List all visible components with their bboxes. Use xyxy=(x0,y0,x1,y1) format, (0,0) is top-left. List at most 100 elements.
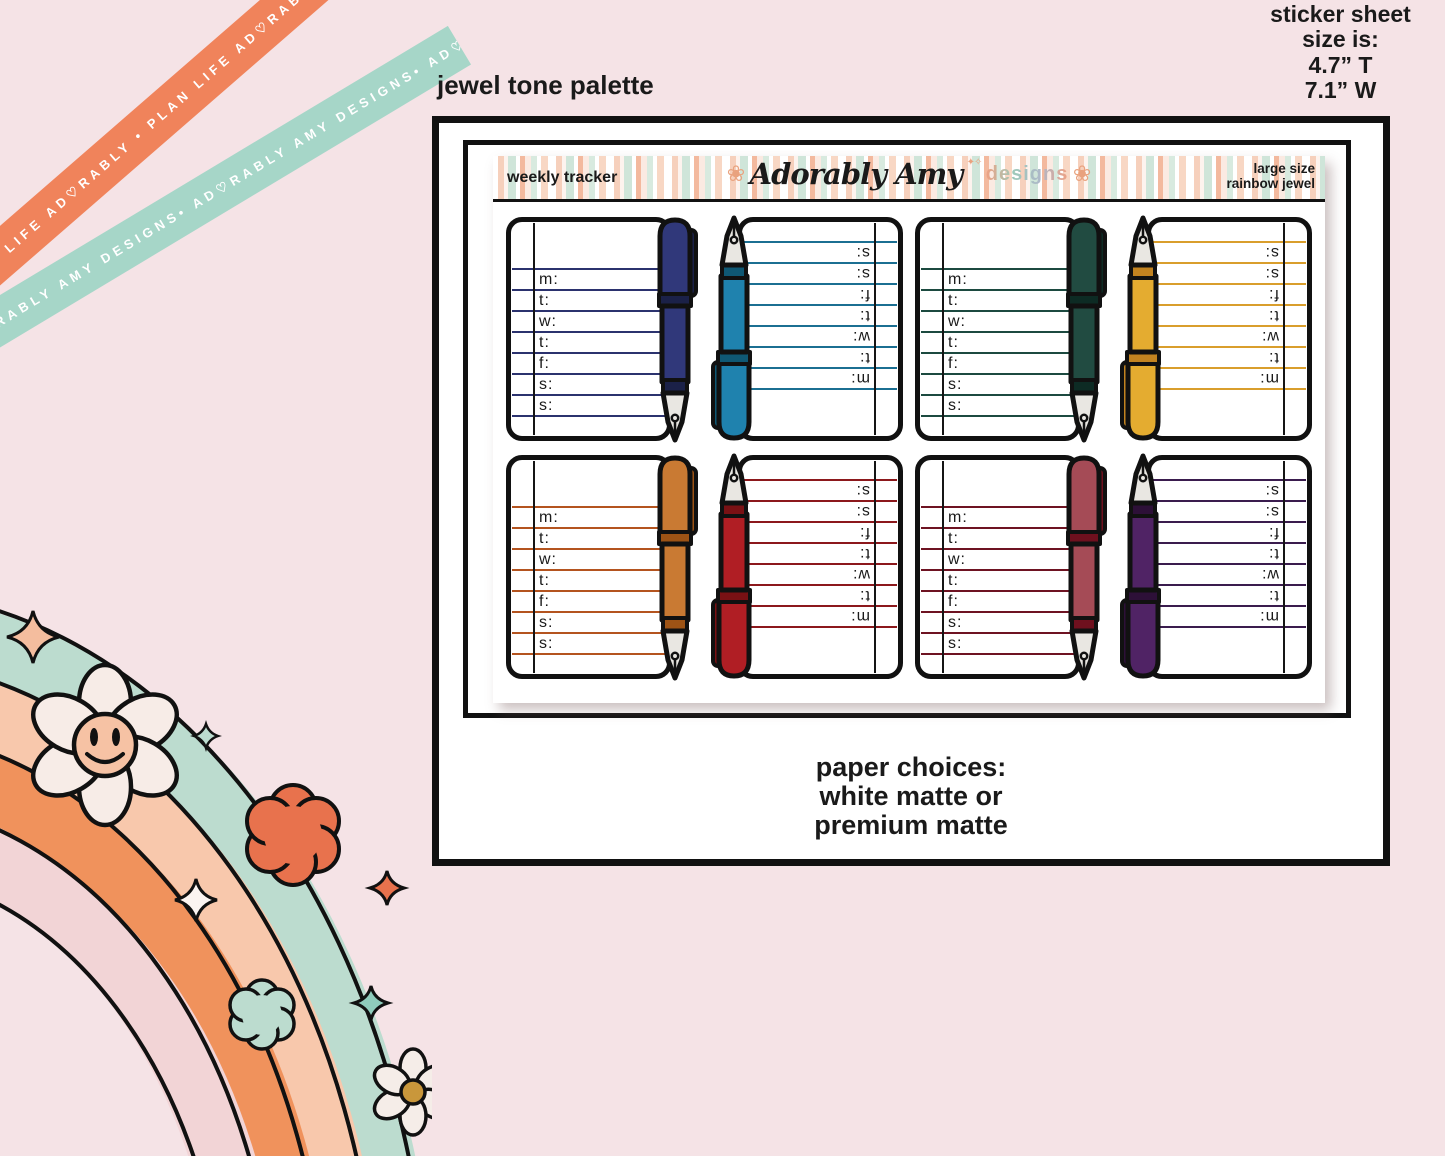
size-note-line: size is: xyxy=(1302,26,1379,53)
day-label-s2: s: xyxy=(948,397,963,414)
paper-note-line: white matte or xyxy=(819,781,1003,812)
margin-line xyxy=(874,223,876,435)
day-label-w: w: xyxy=(1261,328,1279,345)
margin-line xyxy=(1283,223,1285,435)
size-note-line: sticker sheet xyxy=(1270,1,1411,27)
daisy-icon: ❀ xyxy=(726,161,746,186)
notebook-graphic: m: t: w: t: f: s: s: xyxy=(915,455,1081,679)
day-label-f: f: xyxy=(539,593,550,610)
quadrant-top-left: m: t: w: t: f: s: s: m: t: w: t: f: s: s… xyxy=(506,215,903,443)
day-label-t: t: xyxy=(539,292,550,309)
fountain-pen-icon xyxy=(657,217,698,443)
day-label-t: t: xyxy=(859,349,870,366)
day-label-w: w: xyxy=(948,313,966,330)
sticker-list-gold: m: t: w: t: f: s: s: xyxy=(1120,215,1312,441)
sticker-list-green: m: t: w: t: f: s: s: xyxy=(915,217,1107,443)
orange-sparkle-icon xyxy=(364,870,410,906)
sticker-list-purple: m: t: w: t: f: s: s: xyxy=(1120,453,1312,679)
margin-line xyxy=(533,461,535,673)
day-label-s2: s: xyxy=(855,244,870,261)
daisy-icon: ❀ xyxy=(1072,161,1092,186)
paper-note-line: premium matte xyxy=(814,810,1008,841)
day-label-t2: t: xyxy=(859,307,870,324)
day-label-s2: s: xyxy=(1264,482,1279,499)
day-label-s: s: xyxy=(948,614,963,631)
orange-flower-icon xyxy=(245,783,341,887)
ruled-lines xyxy=(512,506,666,656)
day-label-s: s: xyxy=(539,376,554,393)
day-label-t: t: xyxy=(948,530,959,547)
day-label-s: s: xyxy=(539,614,554,631)
day-label-m: m: xyxy=(948,271,968,288)
quadrant-top-right: m: t: w: t: f: s: s: m: t: w: t: f: s: s… xyxy=(915,215,1312,443)
day-label-s2: s: xyxy=(948,635,963,652)
product-frame: weekly tracker ❀ Adorably Amy ✦✧ designs… xyxy=(432,116,1390,866)
white-sparkle-icon xyxy=(174,878,218,922)
sparkles-icon: ✦✧ xyxy=(966,157,983,168)
day-label-f: f: xyxy=(859,286,870,303)
smiley-daisy-icon xyxy=(30,662,180,828)
day-label-t: t: xyxy=(1268,349,1279,366)
margin-line xyxy=(533,223,535,435)
sticker-list-navy: m: t: w: t: f: s: s: xyxy=(506,217,698,443)
day-label-w: w: xyxy=(539,313,557,330)
peach-sparkle-icon xyxy=(6,610,60,664)
day-label-t2: t: xyxy=(539,572,550,589)
margin-line xyxy=(942,461,944,673)
sticker-list-rust: m: t: w: t: f: s: s: xyxy=(506,455,698,681)
ruled-lines xyxy=(921,268,1075,418)
day-label-s: s: xyxy=(855,265,870,282)
day-label-f: f: xyxy=(948,355,959,372)
paper-note-line: paper choices: xyxy=(815,752,1007,782)
day-label-f: f: xyxy=(1268,524,1279,541)
day-label-t2: t: xyxy=(1268,307,1279,324)
sticker-list-maroon: m: t: w: t: f: s: s: xyxy=(915,455,1107,681)
fountain-pen-icon xyxy=(1120,215,1161,441)
day-label-t: t: xyxy=(859,587,870,604)
day-label-s: s: xyxy=(1264,265,1279,282)
sticker-grid: m: t: w: t: f: s: s: m: t: w: t: f: s: s… xyxy=(493,202,1325,694)
day-label-s2: s: xyxy=(1264,244,1279,261)
day-label-s: s: xyxy=(1264,503,1279,520)
day-label-t2: t: xyxy=(948,334,959,351)
product-name-label: weekly tracker xyxy=(507,168,618,186)
day-label-m: m: xyxy=(539,509,559,526)
day-label-s2: s: xyxy=(539,635,554,652)
ruled-lines xyxy=(512,268,666,418)
brand-logo: ❀ Adorably Amy ✦✧ designs ❀ xyxy=(493,157,1325,191)
sticker-sheet: weekly tracker ❀ Adorably Amy ✦✧ designs… xyxy=(493,156,1325,703)
quadrant-bottom-right: m: t: w: t: f: s: s: m: t: w: t: f: s: s… xyxy=(915,453,1312,681)
notebook-graphic: m: t: w: t: f: s: s: xyxy=(1146,455,1312,679)
day-label-f: f: xyxy=(859,524,870,541)
notebook-graphic: m: t: w: t: f: s: s: xyxy=(737,455,903,679)
day-label-w: w: xyxy=(948,551,966,568)
day-label-m: m: xyxy=(850,370,870,387)
sticker-list-red: m: t: w: t: f: s: s: xyxy=(711,453,903,679)
white-daisy-icon xyxy=(372,1047,432,1137)
day-label-w: w: xyxy=(1261,566,1279,583)
size-note-line: 4.7” T xyxy=(1308,51,1373,78)
fountain-pen-icon xyxy=(711,215,752,441)
fountain-pen-icon xyxy=(1066,217,1107,443)
margin-line xyxy=(1283,461,1285,673)
day-label-f: f: xyxy=(539,355,550,372)
size-label-line2: rainbow jewel xyxy=(1226,176,1315,192)
sticker-list-blue: m: t: w: t: f: s: s: xyxy=(711,215,903,441)
sticker-sheet-header: weekly tracker ❀ Adorably Amy ✦✧ designs… xyxy=(493,156,1325,202)
day-label-t: t: xyxy=(1268,587,1279,604)
fountain-pen-icon xyxy=(1066,455,1107,681)
notebook-graphic: m: t: w: t: f: s: s: xyxy=(737,217,903,441)
fountain-pen-icon xyxy=(711,453,752,679)
day-label-w: w: xyxy=(852,566,870,583)
paper-choices-note: paper choices: white matte or premium ma… xyxy=(439,752,1383,841)
day-label-f: f: xyxy=(1268,286,1279,303)
day-label-w: w: xyxy=(852,328,870,345)
day-label-t: t: xyxy=(948,292,959,309)
fountain-pen-icon xyxy=(657,455,698,681)
palette-title: jewel tone palette xyxy=(437,70,654,100)
rainbow-illustration xyxy=(0,609,432,1156)
day-label-m: m: xyxy=(1259,370,1279,387)
day-label-t2: t: xyxy=(1268,545,1279,562)
fountain-pen-icon xyxy=(1120,453,1161,679)
